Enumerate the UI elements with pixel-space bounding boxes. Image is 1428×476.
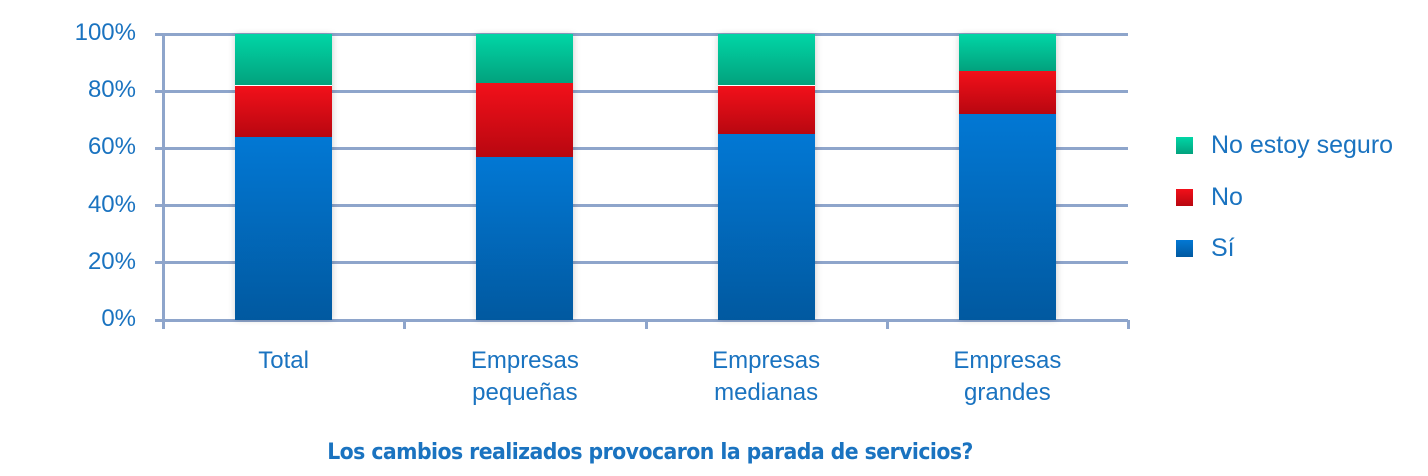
- y-tick-label: 100%: [74, 19, 136, 46]
- gridline: [155, 146, 1128, 150]
- segment-no: [476, 82, 574, 157]
- x-tick: [403, 320, 407, 329]
- segment-si: [476, 156, 574, 320]
- x-tick: [885, 320, 889, 329]
- segment-si: [235, 136, 333, 320]
- legend-item: No: [1176, 182, 1243, 212]
- segment-no-estoy-seguro: [235, 34, 333, 86]
- segment-no-estoy-seguro: [476, 34, 574, 83]
- gridline: [155, 204, 1128, 208]
- legend-label: No estoy seguro: [1211, 130, 1394, 159]
- x-tick: [162, 320, 165, 329]
- legend-label: Sí: [1211, 233, 1235, 262]
- x-tick: [644, 320, 648, 329]
- legend-swatch-icon: [1176, 136, 1193, 154]
- y-tick-label: 60%: [87, 133, 136, 161]
- x-axis-label: Empresas pequeñas: [470, 347, 579, 406]
- bar-total: [235, 34, 333, 320]
- legend-swatch-icon: [1176, 239, 1193, 257]
- chart-title: Los cambios realizados provocaron la par…: [327, 440, 973, 465]
- x-axis-label: Empresas grandes: [953, 347, 1062, 406]
- legend-item: No estoy seguro: [1176, 130, 1393, 160]
- legend-label: No: [1211, 182, 1243, 211]
- bar-empresas-grandes: [958, 34, 1056, 320]
- gridline: [155, 89, 1128, 93]
- y-tick-label: 80%: [87, 76, 136, 104]
- y-axis-line: [162, 34, 165, 329]
- y-tick-label: 0%: [101, 305, 136, 332]
- x-tick: [1127, 320, 1130, 329]
- gridline: [155, 261, 1128, 265]
- y-tick-label: 20%: [87, 247, 136, 275]
- x-axis-label: Total: [258, 347, 309, 374]
- x-axis-label: Empresas medianas: [712, 347, 821, 406]
- y-tick-label: 40%: [87, 190, 136, 218]
- segment-no-estoy-seguro: [717, 34, 815, 86]
- legend-item: Sí: [1176, 233, 1235, 263]
- segment-no: [717, 85, 815, 135]
- segment-si: [717, 134, 815, 320]
- segment-no-estoy-seguro: [958, 34, 1056, 72]
- legend-swatch-icon: [1176, 188, 1193, 206]
- bar-empresas-medianas: [717, 34, 815, 320]
- x-axis-line: [155, 318, 1128, 322]
- segment-si: [958, 114, 1056, 320]
- gridline: [155, 32, 1128, 36]
- segment-no: [235, 85, 333, 137]
- segment-no: [958, 71, 1056, 115]
- bar-empresas-pequeñas: [476, 34, 574, 320]
